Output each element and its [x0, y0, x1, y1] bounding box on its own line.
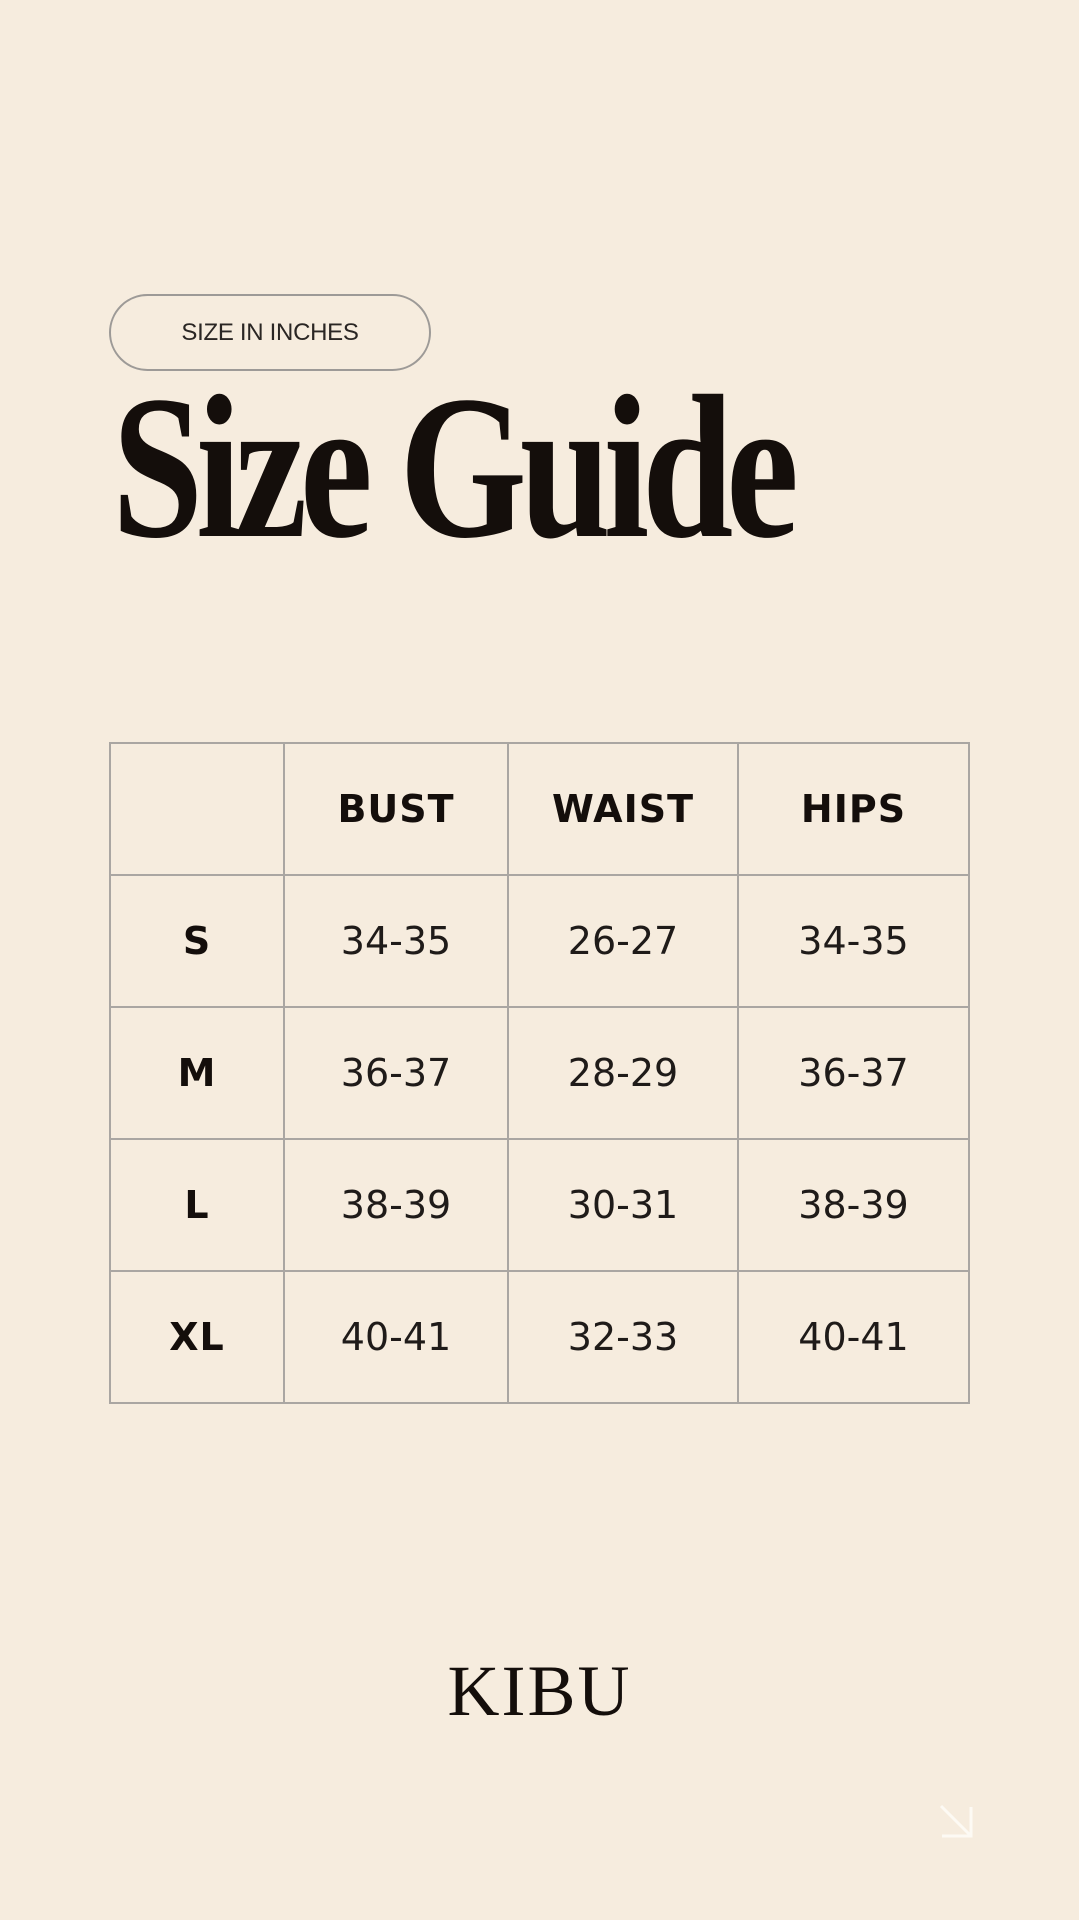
table-cell: 34-35: [737, 874, 970, 1008]
table-row: M 36-37 28-29 36-37: [109, 1006, 970, 1140]
size-table: BUST WAIST HIPS S 34-35 26-27 34-35 M 36…: [109, 742, 970, 1404]
table-header-row: BUST WAIST HIPS: [109, 742, 970, 876]
table-cell: 40-41: [283, 1270, 509, 1404]
header-cell: WAIST: [507, 742, 739, 876]
table-cell: 40-41: [737, 1270, 970, 1404]
table-cell: 36-37: [737, 1006, 970, 1140]
page-title: Size Guide: [112, 354, 799, 581]
header-cell: BUST: [283, 742, 509, 876]
arrow-down-right-icon: [939, 1804, 973, 1838]
size-label: XL: [109, 1270, 285, 1404]
badge-label: SIZE IN INCHES: [181, 318, 359, 346]
table-cell: 26-27: [507, 874, 739, 1008]
table-cell: 34-35: [283, 874, 509, 1008]
table-row: XL 40-41 32-33 40-41: [109, 1270, 970, 1404]
table-row: S 34-35 26-27 34-35: [109, 874, 970, 1008]
size-label: L: [109, 1138, 285, 1272]
size-unit-badge: SIZE IN INCHES: [109, 294, 431, 371]
table-cell: 28-29: [507, 1006, 739, 1140]
header-cell: HIPS: [737, 742, 970, 876]
size-label: S: [109, 874, 285, 1008]
size-label: M: [109, 1006, 285, 1140]
table-row: L 38-39 30-31 38-39: [109, 1138, 970, 1272]
header-cell: [109, 742, 285, 876]
table-cell: 36-37: [283, 1006, 509, 1140]
table-cell: 30-31: [507, 1138, 739, 1272]
table-cell: 38-39: [283, 1138, 509, 1272]
brand-logo: KIBU: [447, 1651, 632, 1731]
table-cell: 32-33: [507, 1270, 739, 1404]
table-cell: 38-39: [737, 1138, 970, 1272]
